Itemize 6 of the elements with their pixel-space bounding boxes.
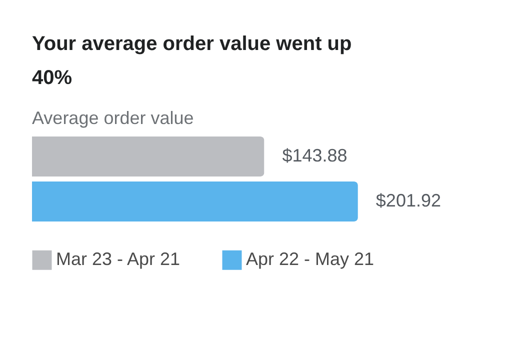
data-label: $143.88 xyxy=(282,146,348,166)
legend-label: Apr 22 - May 21 xyxy=(246,249,374,270)
chart-title: Your average order value went up 40% xyxy=(32,33,352,89)
data-label: $201.92 xyxy=(376,190,442,210)
chart-subtitle: Average order value xyxy=(32,108,194,128)
legend-label: Mar 23 - Apr 21 xyxy=(56,249,180,270)
